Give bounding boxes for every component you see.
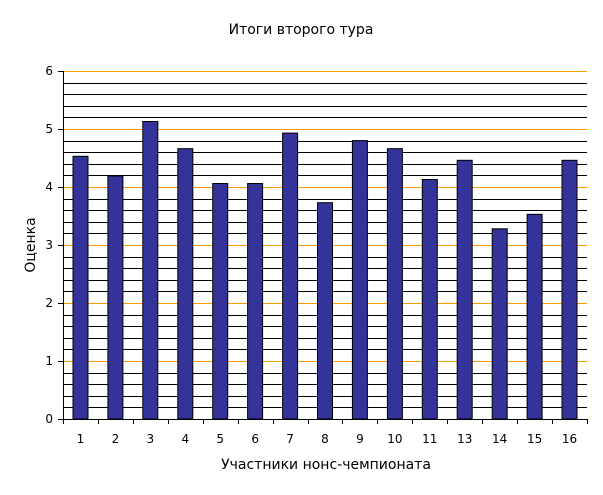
bar-6 — [247, 183, 264, 420]
bar-1 — [72, 155, 89, 420]
y-tick-labels: 0 1 2 3 4 5 6 — [45, 64, 53, 426]
chart-title: Итоги второго тура — [229, 22, 374, 38]
y-tick-label: 4 — [45, 180, 53, 194]
bar-2 — [107, 175, 124, 420]
x-tick-labels: 1 2 3 4 5 6 7 8 9 10 11 13 14 15 16 — [77, 432, 578, 446]
x-tick-label: 5 — [216, 432, 224, 446]
x-tick-label: 4 — [181, 432, 189, 446]
x-tick-label: 7 — [286, 432, 294, 446]
axes — [58, 71, 588, 424]
y-tick-label: 1 — [45, 354, 53, 368]
bar-3 — [142, 121, 159, 420]
bar-5 — [212, 183, 229, 420]
y-tick-label: 0 — [45, 412, 53, 426]
bar-10 — [386, 148, 403, 420]
bar-14 — [491, 228, 508, 420]
x-tick-label: 11 — [422, 432, 437, 446]
x-tick-label: 14 — [492, 432, 507, 446]
x-tick-label: 13 — [457, 432, 472, 446]
bar-11 — [421, 179, 438, 420]
x-tick-label: 2 — [112, 432, 120, 446]
x-tick-label: 15 — [527, 432, 542, 446]
y-tick-label: 3 — [45, 238, 53, 252]
x-tick-label: 3 — [147, 432, 155, 446]
bar-4 — [177, 148, 194, 420]
bar-9 — [351, 140, 368, 420]
bar-16 — [561, 159, 578, 420]
y-tick-label: 2 — [45, 296, 53, 310]
bar-8 — [317, 202, 333, 420]
bar-7 — [282, 132, 299, 420]
x-tick-label: 6 — [251, 432, 259, 446]
bars — [72, 121, 578, 420]
y-axis-label: Оценка — [23, 217, 39, 272]
x-tick-label: 16 — [562, 432, 577, 446]
y-tick-label: 5 — [45, 122, 53, 136]
x-tick-label: 8 — [321, 432, 329, 446]
x-tick-label: 1 — [77, 432, 85, 446]
bar-13 — [456, 159, 473, 420]
x-tick-label: 10 — [387, 432, 402, 446]
bar-15 — [526, 213, 543, 420]
x-axis-label: Участники нонс-чемпионата — [221, 457, 431, 473]
x-tick-label: 9 — [356, 432, 364, 446]
y-tick-label: 6 — [45, 64, 53, 78]
